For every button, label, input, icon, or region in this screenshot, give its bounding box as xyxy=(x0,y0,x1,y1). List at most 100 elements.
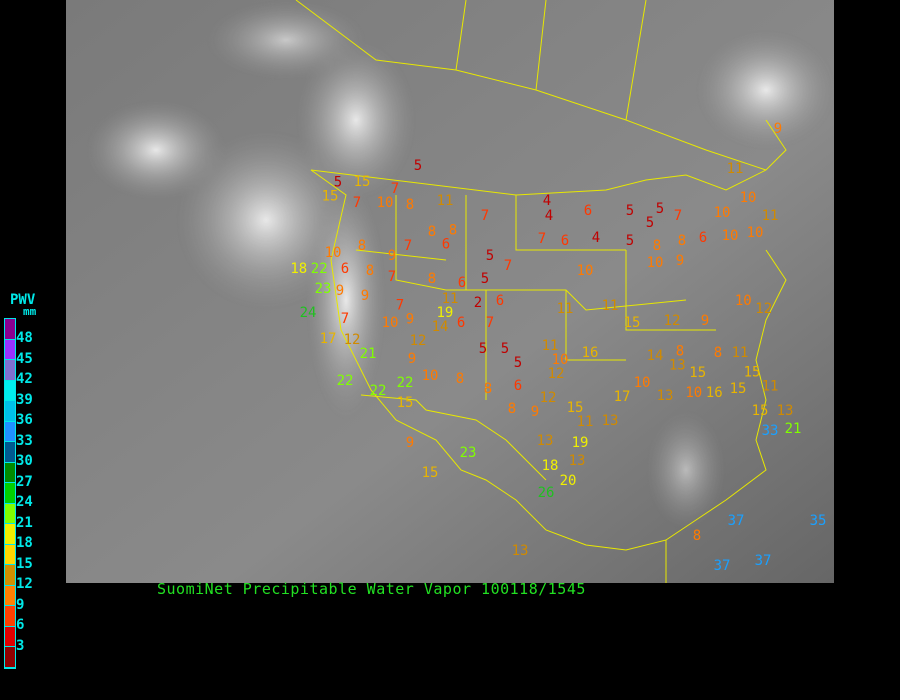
station-pwv-value: 8 xyxy=(508,401,516,417)
station-pwv-value: 19 xyxy=(572,435,589,451)
station-pwv-value: 5 xyxy=(514,355,522,371)
station-pwv-value: 5 xyxy=(656,201,664,217)
station-pwv-value: 10 xyxy=(552,352,569,368)
station-pwv-value: 15 xyxy=(422,465,439,481)
station-pwv-value: 15 xyxy=(322,189,339,205)
station-pwv-value: 23 xyxy=(460,445,477,461)
legend-label: 24 xyxy=(16,494,33,510)
station-pwv-value: 8 xyxy=(456,371,464,387)
legend-label: 18 xyxy=(16,535,33,551)
legend-swatch xyxy=(5,483,15,504)
station-pwv-value: 6 xyxy=(457,315,465,331)
station-pwv-value: 7 xyxy=(341,311,349,327)
station-pwv-value: 18 xyxy=(290,261,307,277)
station-pwv-value: 15 xyxy=(730,381,747,397)
station-pwv-value: 37 xyxy=(755,553,772,569)
station-pwv-value: 6 xyxy=(341,261,349,277)
station-pwv-value: 12 xyxy=(344,332,361,348)
station-pwv-value: 22 xyxy=(397,375,414,391)
station-pwv-value: 24 xyxy=(300,305,317,321)
station-pwv-value: 14 xyxy=(432,319,449,335)
station-pwv-value: 5 xyxy=(646,215,654,231)
station-pwv-value: 8 xyxy=(693,528,701,544)
station-pwv-value: 7 xyxy=(391,181,399,197)
station-pwv-value: 7 xyxy=(353,195,361,211)
legend-label: 39 xyxy=(16,391,33,408)
station-pwv-value: 17 xyxy=(614,389,631,405)
station-pwv-value: 26 xyxy=(538,485,555,501)
station-pwv-value: 10 xyxy=(714,205,731,221)
legend-label: 21 xyxy=(16,514,33,531)
station-pwv-value: 9 xyxy=(388,248,396,264)
station-pwv-value: 9 xyxy=(406,435,414,451)
map-caption: SuomiNet Precipitable Water Vapor 100118… xyxy=(157,580,586,598)
satellite-map xyxy=(66,0,834,583)
station-pwv-value: 8 xyxy=(484,381,492,397)
legend-label: 33 xyxy=(16,432,33,449)
station-pwv-value: 7 xyxy=(504,258,512,274)
station-pwv-value: 15 xyxy=(624,315,641,331)
legend-label: 15 xyxy=(16,555,33,572)
legend-label: 48 xyxy=(16,330,33,346)
legend-swatch xyxy=(5,462,15,483)
station-pwv-value: 14 xyxy=(647,348,664,364)
station-pwv-value: 7 xyxy=(388,269,396,285)
station-pwv-value: 6 xyxy=(699,230,707,246)
station-pwv-value: 10 xyxy=(722,228,739,244)
legend-swatch xyxy=(5,606,15,627)
cloud-layer xyxy=(86,0,834,530)
legend-swatch xyxy=(5,565,15,586)
station-pwv-value: 13 xyxy=(512,543,529,559)
station-pwv-value: 13 xyxy=(602,413,619,429)
station-pwv-value: 8 xyxy=(653,238,661,254)
station-pwv-value: 5 xyxy=(626,233,634,249)
station-pwv-value: 20 xyxy=(560,473,577,489)
legend-label: 30 xyxy=(16,453,33,469)
color-scale-bar xyxy=(4,318,16,669)
station-pwv-value: 6 xyxy=(442,237,450,253)
station-pwv-value: 11 xyxy=(762,208,779,224)
station-pwv-value: 10 xyxy=(647,255,664,271)
station-pwv-value: 9 xyxy=(406,312,414,328)
station-pwv-value: 7 xyxy=(538,231,546,247)
station-pwv-value: 13 xyxy=(569,453,586,469)
legend-swatch xyxy=(5,339,15,360)
station-pwv-value: 9 xyxy=(676,253,684,269)
station-pwv-value: 4 xyxy=(592,230,600,246)
station-pwv-value: 4 xyxy=(545,208,553,224)
station-pwv-value: 4 xyxy=(543,193,551,209)
station-pwv-value: 6 xyxy=(584,203,592,219)
station-pwv-value: 16 xyxy=(706,385,723,401)
station-pwv-value: 23 xyxy=(315,281,332,297)
station-pwv-value: 21 xyxy=(785,421,802,437)
legend-label: 45 xyxy=(16,350,33,367)
station-pwv-value: 13 xyxy=(777,403,794,419)
legend-swatch xyxy=(5,585,15,606)
station-pwv-value: 18 xyxy=(542,458,559,474)
legend-label: 36 xyxy=(16,412,33,428)
station-pwv-value: 9 xyxy=(774,121,782,137)
station-pwv-value: 15 xyxy=(752,403,769,419)
station-pwv-value: 11 xyxy=(442,291,459,307)
station-pwv-value: 12 xyxy=(755,301,772,317)
station-pwv-value: 21 xyxy=(360,346,377,362)
station-pwv-value: 13 xyxy=(669,358,686,374)
station-pwv-value: 33 xyxy=(762,423,779,439)
station-pwv-value: 22 xyxy=(370,383,387,399)
station-pwv-value: 9 xyxy=(408,351,416,367)
station-pwv-value: 5 xyxy=(414,158,422,174)
station-pwv-value: 8 xyxy=(358,238,366,254)
station-pwv-value: 5 xyxy=(334,174,342,190)
station-pwv-value: 11 xyxy=(727,161,744,177)
station-pwv-value: 11 xyxy=(437,193,454,209)
station-pwv-value: 11 xyxy=(762,379,779,395)
station-pwv-value: 12 xyxy=(410,333,427,349)
station-pwv-value: 12 xyxy=(664,313,681,329)
station-pwv-value: 10 xyxy=(377,195,394,211)
station-pwv-value: 12 xyxy=(540,390,557,406)
legend-swatch xyxy=(5,319,15,340)
station-pwv-value: 5 xyxy=(479,341,487,357)
